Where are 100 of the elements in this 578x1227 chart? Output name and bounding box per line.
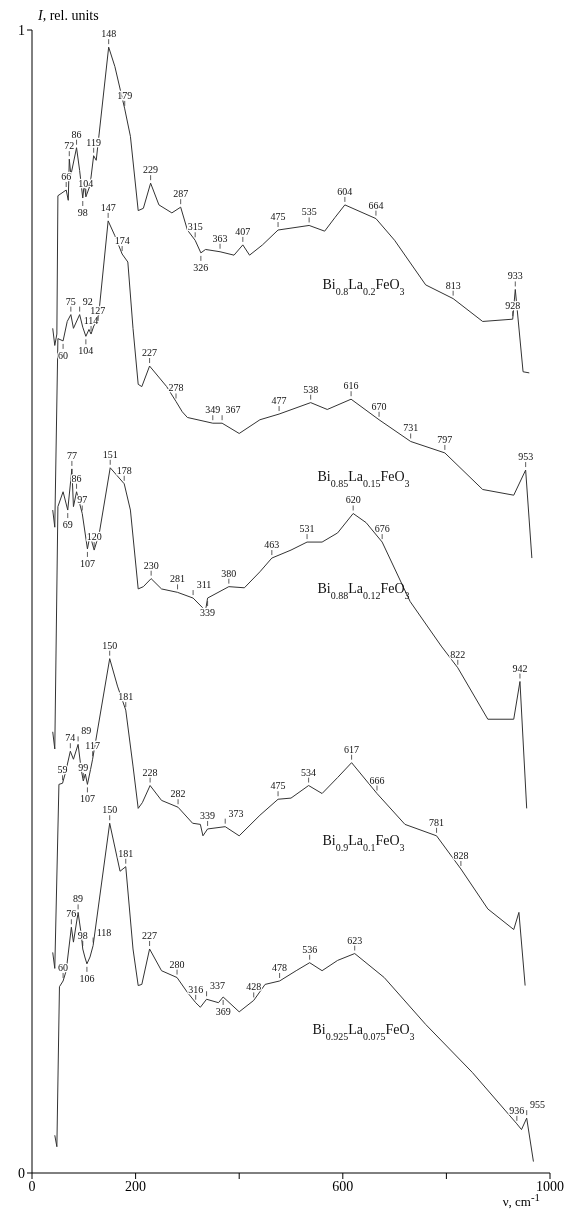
annotation: 118 [96,926,112,938]
annotation: 228 [142,766,158,778]
annotation: 670 [371,400,387,412]
annotation: 86 [71,128,82,140]
annotation: 59 [57,764,68,776]
annotation: 151 [102,448,118,460]
annotation: 373 [228,807,244,819]
annotation: 475 [270,211,286,223]
annotation: 477 [271,395,287,407]
annotation: 535 [301,206,317,218]
annotation: 311 [196,579,212,591]
annotation: 114 [83,315,99,327]
annotation: 72 [64,140,75,152]
y-axis-title: I, rel. units [38,8,99,23]
series-label: Bi$_{0.9}$La$_{0.1}$FeO$_{3}$ [322,832,405,853]
annotation: 620 [345,494,361,506]
annotation: 828 [453,849,469,861]
annotation: 369 [215,1005,231,1017]
annotation: 119 [86,136,101,148]
annotation: 107 [79,557,95,569]
annotation: 278 [168,382,184,394]
annotation: 178 [116,464,132,476]
annotation: 813 [445,279,461,291]
annotation: 66 [61,171,72,183]
annotation: 953 [518,451,534,463]
annotation: 99 [78,761,89,773]
annotation: 69 [62,519,73,531]
x-tick-label: 0 [28,1178,36,1194]
annotation: 174 [114,235,130,247]
annotation: 127 [90,304,106,316]
annotation: 181 [118,847,134,859]
annotation: 150 [102,639,118,651]
series-label: Bi$_{0.88}$La$_{0.12}$FeO$_{3}$ [317,581,410,601]
annotation: 936 [509,1104,525,1116]
annotation: 337 [209,980,225,992]
annotation: 363 [212,232,228,244]
annotation: 74 [65,732,76,744]
annotation: 664 [368,199,384,211]
annotation: 60 [58,961,69,973]
annotation: 536 [302,943,318,955]
annotation: 428 [246,981,262,993]
annotation: 616 [343,380,359,392]
annotation: 282 [170,788,186,800]
x-axis-title: ν, cm$^{-1}$ [502,1191,540,1210]
annotation: 676 [374,523,390,535]
annotation: 281 [170,573,186,585]
annotation: 76 [66,908,77,920]
annotation: 666 [369,774,385,786]
annotation: 623 [347,934,363,946]
annotation: 955 [530,1099,546,1111]
annotation: 538 [303,383,319,395]
annotation: 147 [100,201,116,213]
annotation: 287 [173,188,189,200]
annotation: 229 [143,164,159,176]
annotation: 781 [429,816,445,828]
annotation: 822 [450,648,466,660]
x-tick-label: 600 [332,1178,354,1194]
annotation: 315 [187,221,203,233]
annotation: 942 [512,662,528,674]
annotation: 107 [79,793,95,805]
annotation: 534 [301,766,317,778]
annotation: 617 [344,743,360,755]
annotation: 75 [65,295,76,307]
annotation: 367 [225,404,241,416]
annotation: 230 [143,559,159,571]
annotation: 89 [73,893,84,905]
annotation: 326 [193,261,209,273]
annotation: 181 [118,691,134,703]
annotation: 280 [169,958,185,970]
annotation: 98 [77,929,88,941]
annotation: 478 [272,961,288,973]
annotation: 92 [82,295,93,307]
annotation: 604 [337,185,353,197]
annotation: 797 [437,433,453,445]
annotation: 104 [78,345,94,357]
annotation: 179 [117,89,133,101]
annotation: 339 [200,809,216,821]
annotation: 77 [66,449,77,461]
annotation: 339 [200,607,216,619]
annotation: 531 [299,523,315,535]
x-tick-label: 200 [125,1178,147,1194]
annotation: 60 [58,349,69,361]
annotation: 316 [188,983,204,995]
series-label: Bi$_{0.85}$La$_{0.15}$FeO$_{3}$ [317,468,410,489]
annotation: 148 [101,28,117,40]
annotation: 380 [221,567,237,579]
annotation: 97 [77,494,88,506]
annotation: 98 [77,207,88,219]
series-label: Bi$_{0.8}$La$_{0.2}$FeO$_{3}$ [322,276,405,297]
annotation: 475 [270,780,286,792]
annotation: 117 [85,740,100,752]
x-tick-label: 1000 [536,1178,564,1194]
annotation: 106 [79,972,95,984]
series-label: Bi$_{0.925}$La$_{0.075}$FeO$_{3}$ [312,1022,415,1042]
annotation: 463 [264,539,280,551]
annotation: 89 [81,725,92,737]
annotation: 227 [142,929,158,941]
y-tick-label: 1 [18,22,25,38]
annotation: 933 [507,270,523,282]
annotation: 227 [142,347,158,359]
